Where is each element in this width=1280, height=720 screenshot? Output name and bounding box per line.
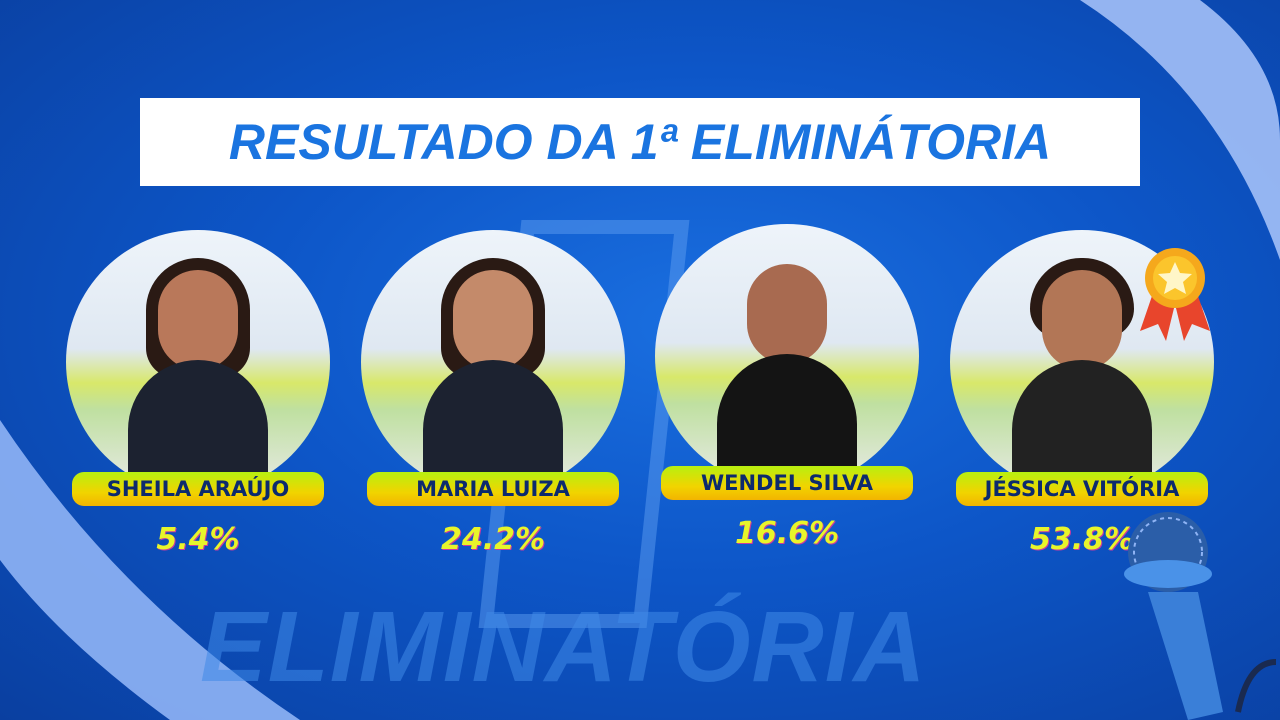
contestant-photo	[655, 224, 919, 488]
contestant-name: JÉSSICA VITÓRIA	[956, 472, 1208, 506]
contestant-photo	[361, 230, 625, 494]
contestant-percent: 53.8%	[1029, 522, 1135, 557]
background-word: ELIMINATÓRIA	[200, 591, 927, 703]
contestant-name: WENDEL SILVA	[661, 466, 913, 500]
microphone-icon	[1124, 512, 1277, 720]
contestant-percent: 5.4%	[156, 522, 240, 557]
title-banner: RESULTADO DA 1ª ELIMINÁTORIA	[140, 98, 1140, 186]
medal-star-icon	[1140, 248, 1210, 341]
contestant-photo	[66, 230, 330, 494]
contestant-name: MARIA LUIZA	[367, 472, 619, 506]
contestant-name: SHEILA ARAÚJO	[72, 472, 324, 506]
contestant-percent: 24.2%	[440, 522, 546, 557]
page-title: RESULTADO DA 1ª ELIMINÁTORIA	[228, 114, 1052, 170]
contestant-percent: 16.6%	[734, 516, 840, 551]
